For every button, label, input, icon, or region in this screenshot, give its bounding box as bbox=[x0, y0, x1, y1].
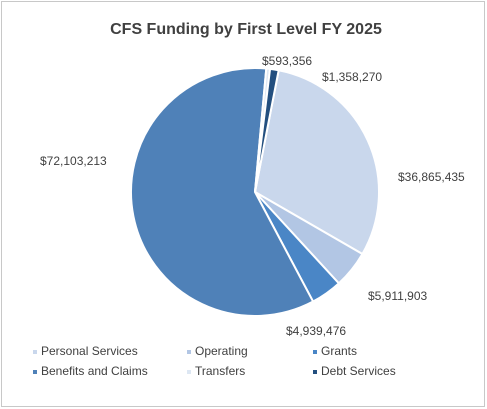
data-label: $593,356 bbox=[262, 54, 312, 68]
legend-label: Grants bbox=[321, 344, 357, 358]
legend-label: Personal Services bbox=[41, 344, 138, 358]
data-label: $5,911,903 bbox=[368, 289, 427, 303]
chart-title: CFS Funding by First Level FY 2025 bbox=[110, 21, 382, 38]
legend-swatch bbox=[313, 350, 317, 354]
data-label: $36,865,435 bbox=[398, 170, 465, 184]
pie-slice bbox=[254, 67, 280, 193]
legend-swatch bbox=[187, 370, 191, 374]
data-label: $72,103,213 bbox=[40, 154, 107, 168]
legend-label: Benefits and Claims bbox=[41, 364, 148, 378]
pie-slice bbox=[130, 67, 315, 317]
pie-slice bbox=[253, 69, 380, 256]
data-label: $1,358,270 bbox=[322, 70, 382, 84]
legend-label: Debt Services bbox=[321, 364, 396, 378]
legend-swatch bbox=[33, 370, 37, 374]
legend-label: Operating bbox=[195, 344, 248, 358]
data-label: $4,939,476 bbox=[286, 324, 346, 338]
legend-swatch bbox=[33, 350, 37, 354]
legend-label: Transfers bbox=[195, 364, 245, 378]
legend-swatch bbox=[187, 350, 191, 354]
legend-swatch bbox=[313, 370, 317, 374]
